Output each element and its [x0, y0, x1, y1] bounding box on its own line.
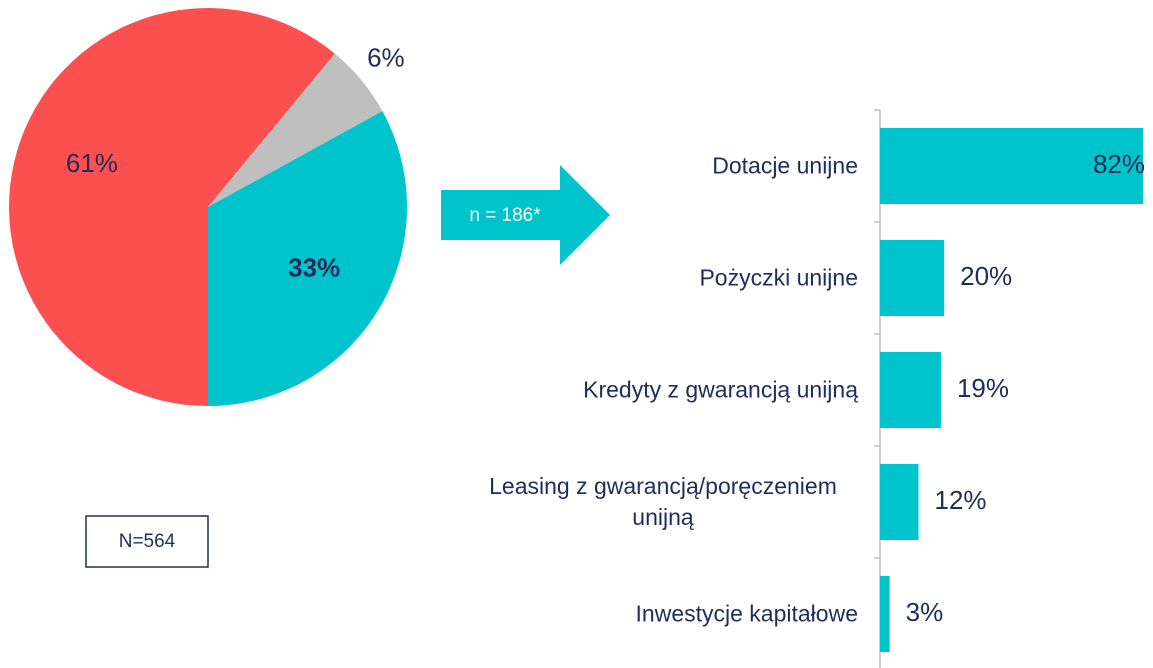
slice-label: 33%: [288, 253, 340, 283]
bar: [880, 240, 945, 316]
total-sample: N=564: [119, 531, 176, 552]
bar: [880, 352, 941, 428]
value-label: 20%: [960, 261, 1012, 291]
category-label: Kredyty z gwarancją unijną: [583, 376, 858, 403]
category-label: Dotacje unijne: [712, 152, 858, 179]
bar: [880, 464, 919, 540]
pie-slice: [8, 7, 335, 406]
category-label: Pożyczki unijne: [699, 264, 858, 291]
pie-slice: [208, 53, 383, 208]
value-label: 12%: [934, 485, 986, 515]
bar: [880, 576, 890, 652]
value-label: 19%: [957, 373, 1009, 403]
arrow: [441, 165, 610, 265]
sample-size: n = 186*: [469, 205, 541, 226]
value-label: 82%: [1093, 149, 1145, 179]
category-label: Inwestycje kapitałowe: [635, 600, 858, 627]
category-label: Leasing z gwarancją/poręczeniem unijną: [489, 472, 837, 530]
value-label: 3%: [906, 597, 944, 627]
bar: [880, 128, 1143, 204]
slice-label: 61%: [66, 148, 118, 178]
slice-label: 6%: [367, 43, 405, 73]
pie-slice: [208, 111, 408, 407]
sample-box: [85, 515, 209, 568]
